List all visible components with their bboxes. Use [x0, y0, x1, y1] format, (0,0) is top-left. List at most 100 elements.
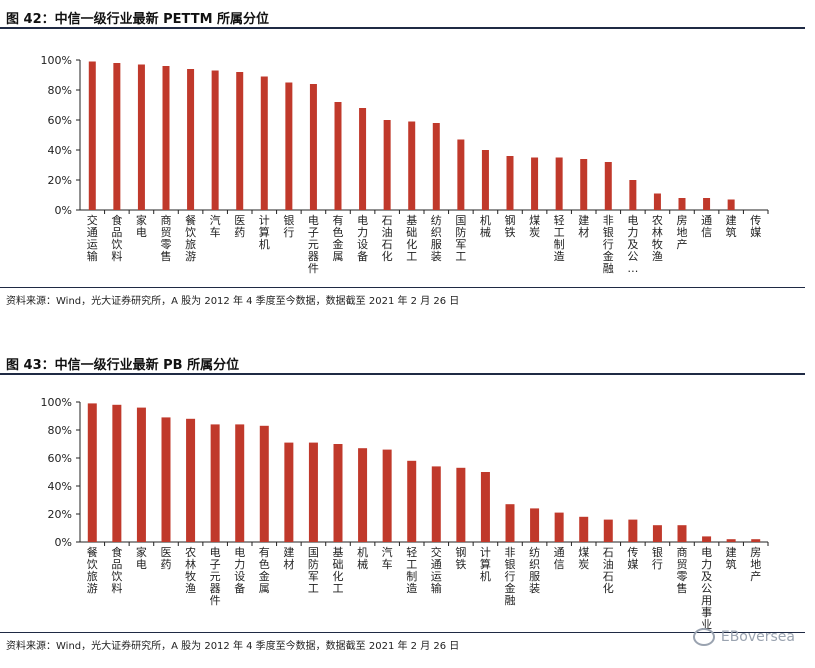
bar: [407, 460, 417, 542]
bar: [506, 156, 514, 210]
y-tick-label: 0%: [55, 536, 72, 549]
bar: [604, 162, 612, 210]
x-tick-label: 房地产: [750, 546, 761, 583]
bar: [211, 70, 219, 210]
source-note: 资料来源：Wind，光大证券研究所，A 股为 2012 年 4 季度至今数据，数…: [6, 296, 460, 307]
x-tick-label: 石油石化: [603, 546, 614, 595]
source-note: 资料来源：Wind，光大证券研究所，A 股为 2012 年 4 季度至今数据，数…: [6, 641, 460, 652]
x-tick-label: 电力设备: [234, 546, 245, 595]
y-tick-label: 40%: [48, 480, 72, 493]
bar: [162, 66, 170, 210]
bar: [88, 61, 96, 210]
x-tick-label: 国防军工: [308, 546, 319, 595]
x-tick-label: 食品饮料: [111, 545, 122, 595]
y-tick-label: 20%: [48, 508, 72, 521]
x-tick-label: 钢铁: [505, 214, 516, 239]
bar: [628, 519, 638, 542]
bar: [187, 69, 195, 210]
x-tick-label: 银行: [283, 213, 294, 239]
bar: [531, 157, 539, 210]
bar: [308, 442, 318, 542]
y-tick-label: 60%: [48, 452, 72, 465]
x-tick-label: 纺织服装: [431, 213, 442, 263]
x-tick-label: 家电: [136, 545, 147, 571]
bar: [457, 139, 465, 210]
x-tick-label: 食品饮料: [111, 213, 122, 263]
y-tick-label: 0%: [55, 204, 72, 217]
bar: [408, 121, 416, 210]
bar: [112, 404, 122, 542]
chart-title: 图 42：中信一级行业最新 PETTM 所属分位: [6, 12, 270, 27]
bar: [87, 403, 97, 542]
x-tick-label: 电子元器件: [308, 214, 319, 275]
source-rule: [0, 632, 805, 633]
bar: [579, 516, 589, 542]
bar: [309, 84, 317, 210]
x-tick-label: 电力及公用事业: [701, 546, 712, 631]
bar: [136, 407, 146, 542]
bar: [334, 102, 342, 210]
y-tick-label: 20%: [48, 174, 72, 187]
bar: [580, 159, 588, 210]
x-tick-label: 医药: [161, 546, 172, 571]
x-tick-label: 计算机: [480, 546, 491, 583]
bar: [703, 198, 711, 210]
x-tick-label: 传媒: [627, 546, 638, 571]
x-tick-label: 农林牧渔: [652, 213, 663, 263]
x-tick-label: 商贸零售: [677, 545, 688, 595]
title-rule: [0, 27, 805, 29]
bar: [359, 108, 367, 210]
x-tick-label: 电力及公…: [627, 214, 638, 275]
bar: [751, 539, 761, 542]
wechat-icon: [692, 628, 715, 646]
bar: [456, 467, 466, 542]
x-tick-label: 建材: [283, 545, 294, 571]
x-tick-label: 电子元器件: [210, 546, 221, 607]
y-tick-label: 80%: [48, 424, 72, 437]
bar: [210, 424, 220, 542]
x-tick-label: 煤炭: [529, 214, 540, 239]
x-tick-label: 医药: [234, 214, 245, 239]
bar: [505, 504, 515, 542]
bar: [383, 120, 391, 210]
x-tick-label: 基础化工: [333, 546, 344, 595]
x-tick-label: 汽车: [382, 545, 393, 571]
bar: [603, 519, 613, 542]
title-rule: [0, 373, 805, 375]
x-tick-label: 轻工制造: [406, 545, 417, 595]
x-tick-label: 建材: [578, 213, 589, 239]
x-tick-label: 轻工制造: [554, 213, 565, 263]
x-tick-label: 汽车: [210, 213, 221, 239]
bar: [235, 424, 245, 542]
bar: [113, 63, 121, 210]
bar: [236, 72, 244, 210]
y-tick-label: 80%: [48, 84, 72, 97]
bar: [726, 539, 736, 542]
x-tick-label: 农林牧渔: [185, 545, 196, 595]
bar: [727, 199, 735, 210]
bar: [431, 466, 441, 542]
bar: [481, 150, 489, 210]
x-tick-label: 非银行金融: [505, 546, 516, 607]
bar: [284, 442, 294, 542]
y-tick-label: 100%: [41, 54, 72, 67]
bar: [702, 536, 712, 542]
x-tick-label: 国防军工: [455, 214, 466, 263]
x-tick-label: 机械: [357, 545, 368, 571]
x-tick-label: 餐饮旅游: [87, 545, 98, 595]
bar: [358, 448, 368, 542]
chart-title: 图 43：中信一级行业最新 PB 所属分位: [6, 358, 240, 373]
x-tick-label: 通信: [701, 214, 712, 239]
watermark-text: EBoversea: [720, 629, 795, 645]
x-tick-label: 煤炭: [578, 546, 589, 571]
bar: [432, 123, 440, 210]
x-tick-label: 计算机: [259, 214, 270, 251]
x-tick-label: 交通运输: [431, 545, 442, 595]
x-tick-label: 钢铁: [455, 546, 466, 571]
bar: [137, 64, 145, 210]
x-tick-label: 基础化工: [406, 214, 417, 263]
bar: [554, 512, 564, 542]
x-tick-label: 餐饮旅游: [185, 213, 196, 263]
x-tick-label: 商贸零售: [161, 213, 172, 263]
